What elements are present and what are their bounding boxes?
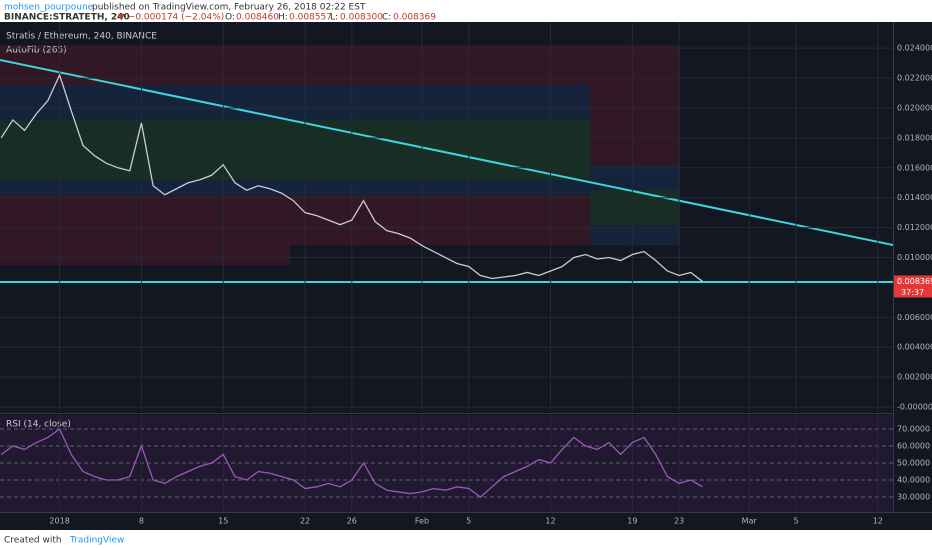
- rsi-band: [0, 415, 893, 512]
- x-tick-label: 12: [545, 517, 555, 526]
- y-tick-label: 0.024000: [897, 44, 932, 53]
- x-tick-label: Mar: [742, 517, 758, 526]
- footer-created: Created with: [4, 536, 62, 546]
- series-line: [0, 73, 703, 282]
- high-label: H:: [278, 13, 288, 23]
- fib-band: [590, 165, 680, 245]
- chart-title: Stratis / Ethereum, 240, BINANCE: [6, 32, 157, 42]
- y-tick-label: 0.004000: [897, 343, 932, 352]
- y-tick-label: 0.020000: [897, 103, 932, 112]
- y-tick-label: 0.014000: [897, 193, 932, 202]
- y-tick-label: 0.010000: [897, 253, 932, 262]
- fib-band: [0, 45, 290, 265]
- change: ▼ −0.000174 (−2.04%): [118, 13, 224, 23]
- y-tick-label: 40.0000: [897, 476, 930, 485]
- y-tick-label: 50.0000: [897, 458, 930, 467]
- author[interactable]: mohsen_pourpoune: [4, 3, 94, 13]
- y-tick-label: 70.0000: [897, 424, 930, 433]
- x-tick-label: 22: [300, 517, 310, 526]
- x-tick-label: 5: [793, 517, 798, 526]
- last-price-label: 0.008369: [897, 277, 932, 286]
- y-tick-label: 0.018000: [897, 133, 932, 142]
- y-tick-label: 60.0000: [897, 441, 930, 450]
- y-tick-label: 0.016000: [897, 163, 932, 172]
- rsi-title: RSI (14, close): [6, 420, 71, 430]
- symbol: BINANCE:STRATETH, 240: [4, 13, 130, 23]
- y-tick-label: 0.002000: [897, 373, 932, 382]
- x-tick-label: 8: [139, 517, 144, 526]
- x-tick-label: 26: [347, 517, 357, 526]
- published: published on TradingView.com, February 2…: [92, 3, 366, 13]
- y-tick-label: 0.022000: [897, 74, 932, 83]
- low-label: L:: [330, 13, 338, 23]
- y-tick-label: 30.0000: [897, 493, 930, 502]
- last-price-box: [894, 275, 932, 287]
- x-tick-label: 15: [218, 517, 228, 526]
- low: 0.008300: [340, 13, 383, 23]
- x-tick-label: 12: [873, 517, 883, 526]
- autofib-bands: [0, 45, 680, 265]
- high: 0.008557: [289, 13, 332, 23]
- fib-band: [0, 85, 590, 195]
- x-tick-label: 23: [674, 517, 684, 526]
- y-tick-label: 0.006000: [897, 313, 932, 322]
- x-tick-label: Feb: [415, 517, 429, 526]
- open-label: O:: [225, 13, 235, 23]
- x-tick-label: 2018: [49, 517, 69, 526]
- close-label: C:: [382, 13, 391, 23]
- x-tick-label: 5: [466, 517, 471, 526]
- footer-brand[interactable]: TradingView: [69, 536, 124, 546]
- y-tick-label: 0.012000: [897, 223, 932, 232]
- open: 0.008460: [236, 13, 279, 23]
- trend-line: [0, 59, 894, 246]
- series-line: [0, 427, 703, 498]
- countdown-label: 37:37: [901, 288, 924, 297]
- close: 0.008369: [393, 13, 436, 23]
- indicator-label: AutoFib (265): [6, 46, 67, 56]
- fib-band: [0, 120, 590, 180]
- x-tick-label: 19: [627, 517, 637, 526]
- fib-band: [590, 190, 680, 225]
- countdown-box: [894, 286, 932, 298]
